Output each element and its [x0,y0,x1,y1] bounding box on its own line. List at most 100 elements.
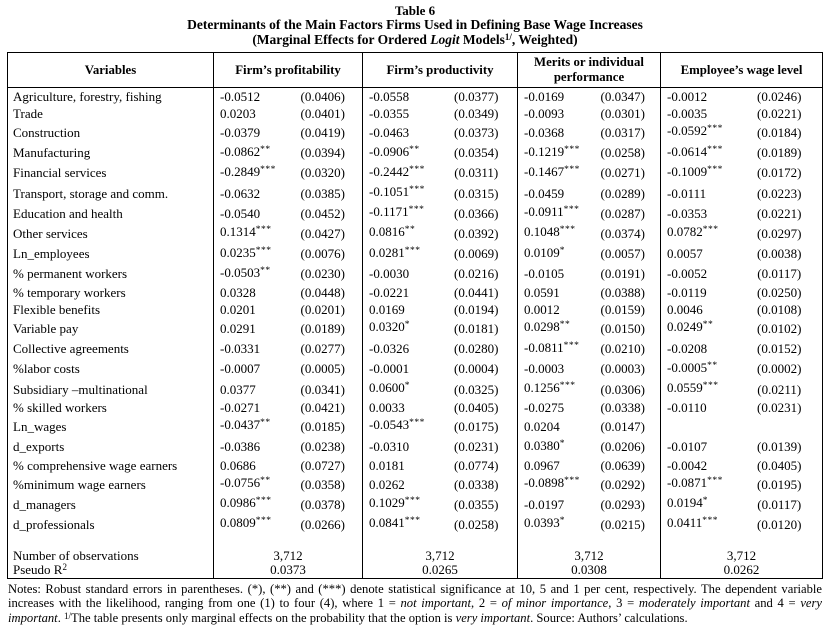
coefficient-cell: 0.0249** [660,318,737,339]
coefficient-cell: -0.0543*** [362,416,436,437]
observations-value: 3,712 [517,548,661,563]
subtitle-prefix: (Marginal Effects for Ordered [252,32,431,47]
significance-stars: * [559,245,565,256]
row-label: Manufacturing [13,145,91,161]
significance-stars: *** [404,516,421,527]
stderr-cell: (0.0266) [300,516,345,532]
coefficient-cell: 0.0320* [362,318,436,339]
stderr-cell: (0.0405) [757,457,802,473]
table-row: Agriculture, forestry, fishing -0.0512 (0.… [8,87,823,106]
table-subtitle: (Marginal Effects for Ordered Logit Mode… [7,32,823,49]
coefficient-cell: 0.0262 [362,474,436,495]
coefficient-cell: -0.1051*** [362,183,436,204]
coefficient-cell: 0.0109* [517,243,586,264]
coefficient-cell: 0.0298** [517,318,586,339]
coefficient-cell: 0.0393* [517,514,586,535]
significance-stars: *** [408,205,425,216]
stderr-cell: (0.0347) [600,89,645,104]
pseudo-r2-value: 0.0308 [517,562,661,579]
coefficient-cell: 0.0380* [517,436,586,457]
stderr-cell: (0.0427) [300,225,345,241]
coefficient-cell: -0.0540 [213,203,284,224]
stderr-cell: (0.0727) [300,457,345,473]
table-row: Construction -0.0379 (0.0419) -0.0463 (0.037… [8,122,823,143]
stderr-cell: (0.0231) [454,439,499,455]
coefficient-cell: -0.0503** [213,263,284,285]
coefficient-cell: 0.0328 [213,284,284,302]
coefficient-cell: -0.0463 [362,122,436,143]
coefficient-cell: 0.0204 [517,416,586,437]
stderr-cell: (0.0231) [757,400,802,416]
subtitle-footnote-marker: 1/ [504,32,512,42]
spacer-cell [362,534,518,549]
coefficient-cell: -0.0558 [362,87,436,106]
coefficient-cell: -0.0386 [213,436,284,457]
coefficient-cell: 0.0559*** [660,379,737,400]
row-label: Flexible benefits [13,302,101,318]
coefficient-cell: 0.0377 [213,379,284,400]
stderr-cell: (0.0341) [300,381,345,397]
significance-stars: * [702,496,708,507]
stderr-cell: (0.0320) [300,165,345,181]
stderr-cell: (0.0069) [454,246,499,262]
coefficient-cell: -0.1219*** [517,142,586,163]
stderr-cell: (0.0246) [757,89,802,104]
spacer-cell [660,534,823,549]
table-row: d_managers 0.0986*** (0.0378) 0.1029*** (0.0… [8,494,823,515]
stderr-cell: (0.0057) [600,246,645,262]
stderr-cell: (0.0297) [757,225,802,241]
table-row: Education and health -0.0540 (0.0452) -0.11… [8,203,823,224]
significance-stars: *** [255,496,272,507]
observations-row: Number of observations 3,712 3,712 3,712 3,7… [8,548,823,563]
subtitle-suffix: , Weighted) [511,32,578,47]
stderr-cell: (0.0038) [757,246,802,262]
table-row: Collective agreements -0.0331 (0.0277) -0.0… [8,338,823,359]
coefficient-cell: 0.0033 [362,399,436,417]
coefficient-cell: -0.0107 [660,436,737,457]
stderr-cell: (0.0366) [454,205,499,221]
coefficient-cell: -0.2849*** [213,162,284,184]
row-label: Education and health [13,205,123,221]
stderr-cell: (0.0238) [300,439,345,455]
observations-value: 3,712 [213,548,363,563]
significance-stars: *** [564,164,580,175]
pseudo-r2-value: 0.0373 [213,562,363,579]
significance-stars: ** [559,320,571,331]
pseudo-r2-value: 0.0262 [660,562,823,579]
row-label: Subsidiary –multinational [13,381,148,397]
coefficient-cell: -0.0871*** [660,474,737,495]
observations-label: Number of observations [13,548,139,563]
table-row: % skilled workers -0.0271 (0.0421) 0.0033 (0… [8,399,823,417]
col-header-productivity: Firm’s productivity [362,52,518,88]
stderr-cell: (0.0419) [300,124,345,140]
table-row: %labor costs -0.0007 (0.0005) -0.0001 (0.000… [8,358,823,380]
notes-segment: , 2 = [470,596,502,611]
stderr-cell: (0.0394) [300,145,345,161]
table-row: % comprehensive wage earners 0.0686 (0.072… [8,456,823,475]
row-label: % permanent workers [13,266,128,282]
stderr-cell: (0.0117) [757,496,802,512]
significance-stars: *** [707,476,723,487]
stderr-cell: (0.0452) [300,205,345,221]
stderr-cell: (0.0271) [600,165,645,181]
subtitle-logit: Logit [430,32,460,47]
coefficient-cell: -0.0110 [660,399,737,417]
stderr-cell: (0.0152) [757,341,802,357]
coefficient-cell: -0.0512 [213,87,284,106]
significance-stars: *** [404,496,421,507]
row-label: %minimum wage earners [13,476,146,492]
stderr-cell: (0.0221) [757,205,802,221]
stderr-cell: (0.0102) [757,320,802,336]
significance-stars: * [404,381,410,392]
stderr-cell: (0.0311) [454,165,499,181]
coefficient-cell [660,416,737,437]
stderr-cell: (0.0374) [600,225,645,241]
row-label: Construction [13,124,81,140]
coefficient-cell: -0.0052 [660,263,737,285]
stderr-cell: (0.0185) [300,418,345,434]
pseudo-r2-row: Pseudo R2 0.0373 0.0265 0.0308 0.0262 [8,562,823,579]
stderr-cell: (0.0293) [600,496,645,512]
coefficient-cell: -0.0119 [660,284,737,302]
stderr-cell: (0.0159) [600,302,645,318]
significance-stars: *** [255,516,272,527]
